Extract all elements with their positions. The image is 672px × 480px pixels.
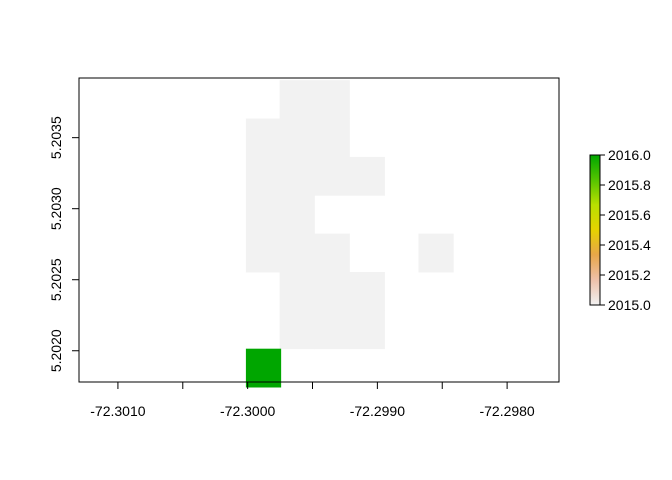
raster-cell (349, 310, 385, 350)
raster-cell (279, 195, 315, 235)
y-tick-label: 5.2035 (48, 116, 64, 159)
legend-tick-label: 2015.8 (608, 177, 651, 193)
y-axis: 5.2020 5.2025 5.2030 5.2035 (48, 116, 80, 372)
legend-tick-label: 2016.0 (608, 147, 651, 163)
raster-cell (279, 271, 315, 311)
raster-cell (418, 233, 454, 273)
raster-cell (279, 156, 315, 196)
raster-cell (279, 233, 315, 273)
raster-cell (314, 310, 350, 350)
legend-tick-label: 2015.2 (608, 267, 651, 283)
raster-cell (314, 156, 350, 196)
legend-tick-label: 2015.0 (608, 297, 651, 313)
raster-cell (279, 118, 315, 158)
raster-cell (245, 156, 282, 196)
raster-cell (349, 271, 385, 311)
raster-cell (245, 118, 282, 158)
raster-cells (245, 80, 454, 388)
x-tick-label: -72.3000 (220, 403, 275, 419)
y-tick-label: 5.2030 (48, 187, 64, 230)
color-legend: 2016.0 2015.8 2015.6 2015.4 2015.2 2015.0 (589, 147, 651, 313)
raster-cell (245, 348, 282, 388)
raster-cell (314, 80, 350, 120)
y-tick-label: 5.2025 (48, 258, 64, 301)
legend-tick-label: 2015.6 (608, 207, 651, 223)
raster-cell (314, 271, 350, 311)
raster-cell (245, 233, 282, 273)
legend-tick-label: 2015.4 (608, 237, 651, 253)
raster-cell (245, 195, 282, 235)
raster-cell (314, 118, 350, 158)
raster-cell (279, 80, 315, 120)
raster-cell (314, 233, 350, 273)
raster-cell (279, 310, 315, 350)
y-tick-label: 5.2020 (48, 329, 64, 372)
x-tick-label: -72.2990 (350, 403, 405, 419)
x-tick-label: -72.2980 (479, 403, 534, 419)
legend-colorbar (589, 154, 601, 306)
raster-cell (349, 156, 385, 196)
x-axis: -72.3010 -72.3000 -72.2990 -72.2980 (90, 381, 535, 419)
x-tick-label: -72.3010 (90, 403, 145, 419)
